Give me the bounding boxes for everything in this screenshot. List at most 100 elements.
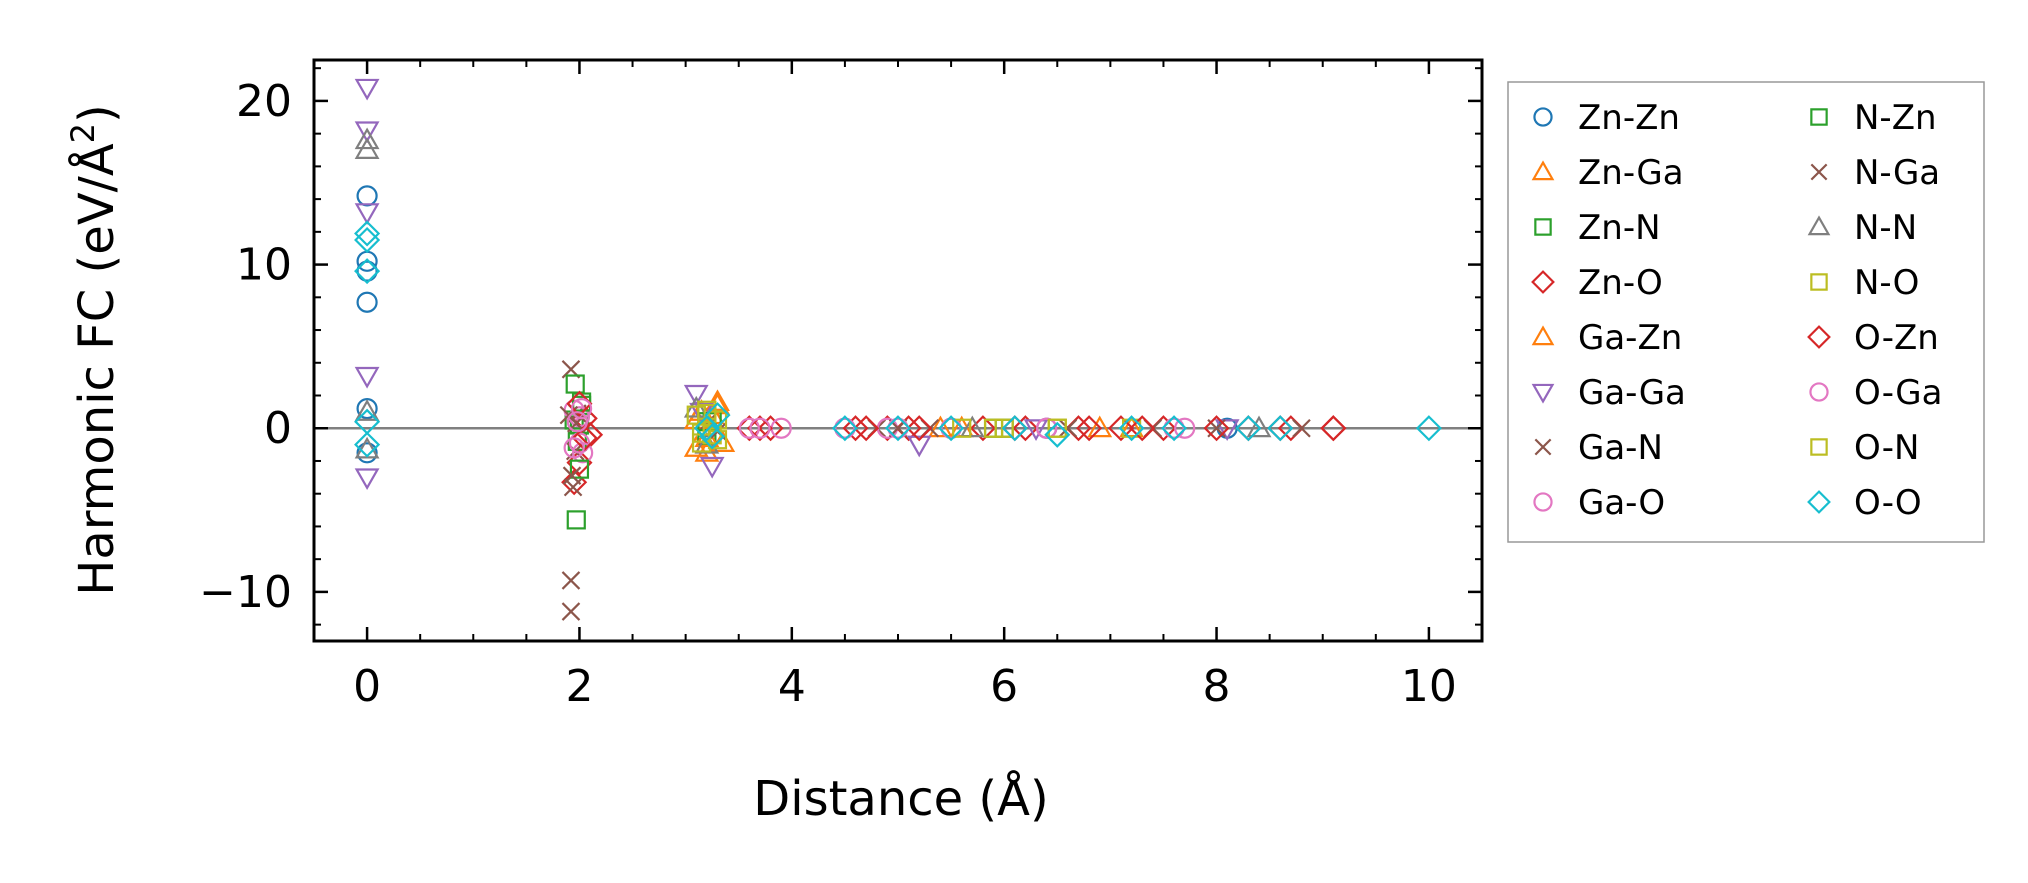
legend-item: O-N (1810, 428, 1919, 468)
data-point (354, 203, 380, 225)
data-point (884, 415, 912, 442)
data-point (566, 449, 593, 476)
series-ga-ga (354, 78, 1240, 491)
legend-label: Ga-Ga (1578, 373, 1686, 413)
data-point (1036, 417, 1058, 439)
plot-frame (312, 58, 1484, 643)
data-point (354, 137, 380, 159)
legend-item: O-Zn (1807, 318, 1939, 358)
data-point (1203, 415, 1230, 442)
data-point (938, 415, 965, 442)
data-point (952, 418, 972, 438)
series-n-zn (565, 374, 1014, 530)
data-point (354, 431, 381, 458)
data-point (738, 417, 760, 439)
data-point (354, 226, 381, 254)
x-tick-label: 6 (990, 661, 1018, 712)
legend-item: N-O (1810, 263, 1919, 303)
plot-area (314, 78, 1482, 621)
data-point (1058, 418, 1078, 438)
legend-marker (1534, 218, 1552, 236)
legend-marker (1809, 382, 1829, 402)
data-point (354, 399, 380, 421)
data-point (354, 468, 380, 491)
data-point (1023, 419, 1049, 441)
data-point (834, 417, 856, 439)
data-point (354, 78, 380, 101)
legend-item: Zn-O (1531, 263, 1663, 303)
x-axis-label: Distance (Å) (753, 770, 1048, 827)
data-point (906, 415, 933, 442)
legend-item: Zn-Ga (1531, 153, 1684, 193)
data-point (561, 571, 581, 590)
data-point (683, 384, 709, 407)
data-point (1292, 418, 1311, 438)
legend-item: Ga-Ga (1531, 373, 1686, 413)
data-point (566, 411, 588, 433)
data-point (570, 398, 593, 420)
legend-label: N-Zn (1854, 98, 1937, 138)
data-point (354, 121, 380, 144)
data-point (569, 459, 590, 479)
legend-marker (1807, 490, 1831, 514)
x-tick-label: 2 (565, 661, 593, 712)
data-point (699, 456, 725, 479)
y-tick-label: 0 (264, 403, 292, 454)
data-point (356, 185, 378, 207)
data-point (1044, 421, 1071, 448)
series-ga-n (561, 360, 1311, 621)
legend-label: Ga-N (1578, 428, 1663, 468)
legend-item: N-Ga (1810, 153, 1940, 193)
legend-marker (1534, 438, 1552, 456)
legend-marker (1807, 325, 1831, 349)
legend-label: Zn-N (1578, 208, 1661, 248)
data-point (697, 403, 717, 424)
legend-marker (1810, 273, 1828, 291)
legend-item: O-O (1807, 483, 1922, 523)
data-point (831, 415, 858, 442)
data-point (356, 260, 378, 282)
data-point (887, 417, 909, 439)
data-point (1415, 415, 1442, 442)
data-point (1107, 415, 1135, 442)
data-point (354, 127, 380, 150)
data-point (354, 258, 381, 285)
data-point (354, 220, 381, 247)
legend-label: Ga-Zn (1578, 318, 1682, 358)
data-point (1235, 415, 1262, 442)
legend-label: N-N (1854, 208, 1917, 248)
data-point (757, 415, 784, 442)
legend-marker (1531, 160, 1555, 181)
legend-label: Zn-Zn (1578, 98, 1680, 138)
data-point (566, 510, 586, 530)
y-tick-label: 10 (236, 240, 292, 291)
legend-item: Ga-Zn (1531, 318, 1682, 358)
legend-item: Zn-N (1534, 208, 1661, 248)
x-tick-label: 8 (1203, 661, 1231, 712)
data-point (906, 435, 932, 458)
data-point (1118, 415, 1145, 442)
legend-marker (1810, 163, 1828, 181)
series-n-n (354, 127, 1272, 459)
legend-marker (1531, 383, 1555, 404)
legend-marker (1807, 215, 1831, 236)
data-point (1214, 419, 1240, 441)
legend-marker (1531, 325, 1555, 346)
legend: Zn-Zn Zn-Ga Zn-N Zn-O Ga-Zn Ga-Ga Ga-N Ga-O N-Zn… (1507, 81, 1985, 543)
data-point (1246, 415, 1272, 438)
x-tick-label: 10 (1401, 661, 1457, 712)
y-axis-label: Harmonic FC (eV/Å2) (64, 104, 125, 596)
data-point (749, 417, 771, 439)
data-point (562, 466, 582, 485)
data-point (1267, 415, 1294, 442)
y-tick-label: −10 (199, 567, 292, 618)
data-point (563, 437, 585, 459)
legend-label: Zn-O (1578, 263, 1663, 303)
data-point (568, 432, 591, 454)
legend-marker (1810, 438, 1828, 456)
legend-item: N-Zn (1810, 98, 1937, 138)
data-point (1174, 417, 1196, 439)
data-point (853, 415, 880, 442)
legend-item: Ga-O (1533, 483, 1665, 523)
data-point (1087, 415, 1113, 438)
